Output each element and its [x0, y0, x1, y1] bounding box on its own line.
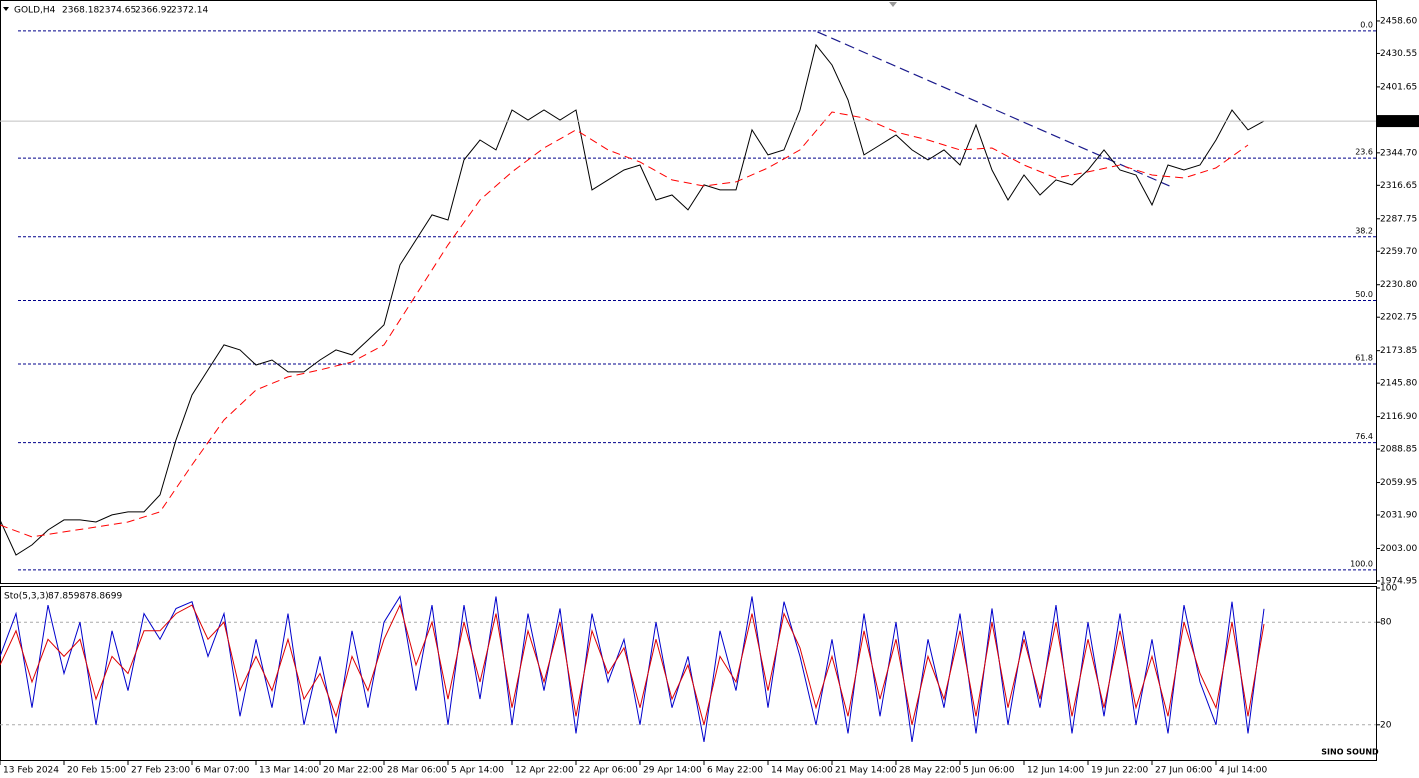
y-tick-label: 2344.70	[1380, 148, 1417, 158]
y-tick-label: 2116.90	[1380, 412, 1417, 422]
y-tick-label: 2003.00	[1380, 544, 1417, 554]
chart-title: GOLD,H4	[14, 6, 56, 16]
ohlc-low: 2366.92	[135, 6, 172, 16]
series-line	[0, 603, 1265, 725]
series-line	[0, 595, 1265, 742]
y-tick-label: 80	[1380, 618, 1392, 628]
y-tick-label: 2401.65	[1380, 82, 1417, 92]
ohlc-high: 2374.65	[99, 6, 136, 16]
y-tick-label: 2059.95	[1380, 478, 1417, 488]
x-tick-label: 28 May 22:00	[899, 766, 961, 776]
x-tick-label: 6 Mar 07:00	[195, 766, 250, 776]
y-tick-label: 2430.55	[1380, 49, 1417, 59]
x-tick-label: 20 Mar 22:00	[323, 766, 383, 776]
x-tick-label: 29 Apr 14:00	[643, 766, 702, 776]
series-line	[0, 43, 1265, 556]
y-tick-label: 2458.60	[1380, 16, 1417, 26]
stochastic-panel-border	[0, 586, 1377, 761]
x-tick-label: 19 Jun 22:00	[1091, 766, 1148, 776]
y-tick-label: 2202.75	[1380, 313, 1417, 323]
y-tick-label: 100	[1380, 584, 1397, 594]
x-tick-label: 21 May 14:00	[835, 766, 897, 776]
y-tick-label: 2031.90	[1380, 511, 1417, 521]
fib-label: 61.8	[1355, 354, 1373, 363]
indicator-main-value: 87.8598	[48, 592, 85, 602]
x-tick-label: 28 Mar 06:00	[387, 766, 447, 776]
ohlc-open: 2368.18	[62, 6, 99, 16]
x-tick-label: 5 Jun 06:00	[963, 766, 1015, 776]
x-tick-label: 20 Feb 15:00	[67, 766, 126, 776]
fib-label: 23.6	[1355, 148, 1373, 157]
y-tick-label: 2173.85	[1380, 346, 1417, 356]
x-tick-label: 22 Apr 06:00	[579, 766, 638, 776]
series-line	[0, 111, 1249, 538]
y-tick-label: 2088.85	[1380, 445, 1417, 455]
y-tick-label: 2145.80	[1380, 379, 1417, 389]
last-price-box	[1377, 115, 1419, 128]
fib-label: 76.4	[1355, 432, 1373, 441]
x-tick-label: 12 Jun 14:00	[1027, 766, 1084, 776]
fib-label: 100.0	[1350, 559, 1373, 568]
trendline	[817, 31, 1170, 187]
y-tick-label: 2259.70	[1380, 247, 1417, 257]
fib-label: 38.2	[1355, 226, 1373, 235]
x-tick-label: 13 Feb 2024	[3, 766, 59, 776]
x-tick-label: 5 Apr 14:00	[451, 766, 504, 776]
x-tick-label: 13 Mar 14:00	[259, 766, 319, 776]
watermark: SINO SOUND	[1321, 748, 1379, 757]
x-tick-label: 14 May 06:00	[771, 766, 833, 776]
y-tick-label: 2316.65	[1380, 181, 1417, 191]
indicator-title: Sto(5,3,3)	[4, 592, 49, 602]
last-price-label: 2372.14	[1380, 117, 1417, 127]
x-tick-label: 6 May 22:00	[707, 766, 763, 776]
indicator-signal-value: 78.8699	[85, 592, 122, 602]
fib-label: 0.0	[1360, 20, 1373, 29]
x-tick-label: 4 Jul 14:00	[1219, 766, 1268, 776]
x-tick-label: 27 Jun 06:00	[1155, 766, 1212, 776]
x-tick-label: 12 Apr 22:00	[515, 766, 574, 776]
shift-marker	[889, 2, 897, 7]
y-tick-label: 1974.95	[1380, 576, 1417, 586]
x-tick-label: 27 Feb 23:00	[131, 766, 190, 776]
fib-label: 50.0	[1355, 290, 1373, 299]
main-panel-border	[0, 0, 1377, 584]
y-tick-label: 20	[1380, 720, 1392, 730]
symbol-icon	[3, 7, 9, 11]
y-tick-label: 2230.80	[1380, 280, 1417, 290]
y-tick-label: 2287.75	[1380, 214, 1417, 224]
ohlc-close: 2372.14	[171, 6, 208, 16]
